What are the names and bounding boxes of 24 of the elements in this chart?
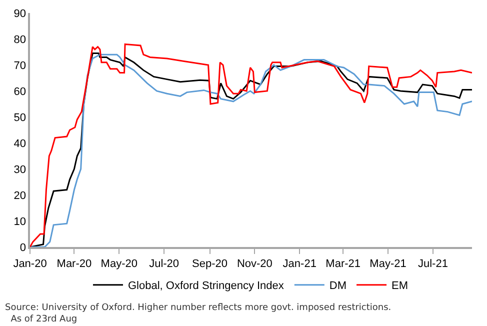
x-tick-label: Jan-20 <box>13 258 47 270</box>
legend-label: Global, Oxford Stringency Index <box>128 280 284 292</box>
x-tick-label: Jul-21 <box>418 258 448 270</box>
y-tick-label: 40 <box>14 138 26 150</box>
y-tick-label: 60 <box>14 86 26 98</box>
y-tick-label: 90 <box>14 8 26 20</box>
source-note: Source: University of Oxford. Higher number reflects more govt. imposed restrictions. As of 23rd Aug <box>5 303 392 325</box>
x-tick-label: Jul-20 <box>149 258 180 270</box>
y-tick-label: 70 <box>14 60 26 72</box>
x-tick-label: Mar-20 <box>56 258 92 270</box>
x-tick-label: Mar-21 <box>326 258 360 270</box>
y-tick-label: 80 <box>14 34 26 46</box>
y-tick-label: 10 <box>14 216 26 228</box>
y-tick-label: 30 <box>14 164 26 176</box>
y-tick-label: 20 <box>14 190 26 202</box>
y-tick-label: 0 <box>20 242 26 254</box>
legend-label: EM <box>392 280 408 292</box>
x-tick-label: May-21 <box>370 258 406 270</box>
x-tick-label: Jan-21 <box>282 258 316 270</box>
x-tick-label: Sep-20 <box>192 258 228 270</box>
y-tick-label: 50 <box>14 112 26 124</box>
legend-label: DM <box>329 280 347 292</box>
x-tick-label: May-20 <box>100 258 138 270</box>
x-tick-label: Nov-20 <box>236 258 272 270</box>
